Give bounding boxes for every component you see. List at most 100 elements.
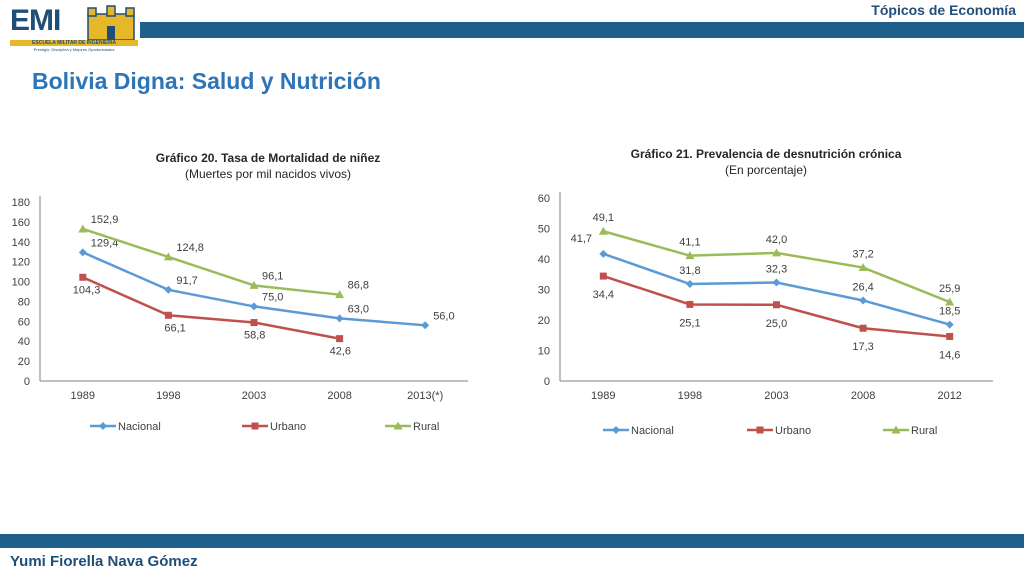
chart2-subtitle: (En porcentaje)	[725, 163, 807, 177]
chart2-point-urbano	[599, 272, 607, 280]
chart2-data-label: 25,1	[679, 317, 700, 329]
chart1-point-urbano	[79, 273, 87, 281]
chart1-y-tick-label: 120	[12, 257, 30, 269]
chart2-y-tick-label: 30	[538, 285, 550, 297]
chart1-data-label: 104,3	[73, 284, 101, 296]
chart1-y-tick-label: 20	[18, 356, 30, 368]
author-name: Yumi Fiorella Nava Gómez	[10, 553, 198, 570]
chart2-data-label: 26,4	[852, 281, 873, 293]
chart1-y-tick-label: 60	[18, 316, 30, 328]
chart2-data-label: 17,3	[852, 341, 873, 353]
slide-title: Bolivia Digna: Salud y Nutrición	[32, 68, 381, 94]
chart2-legend-label: Rural	[911, 425, 937, 437]
chart1-y-tick-label: 180	[12, 197, 30, 209]
chart1-x-tick-label: 2008	[327, 390, 351, 402]
chart2-legend-marker	[891, 425, 901, 434]
chart1-point-nacional	[421, 321, 430, 330]
chart1-data-label: 75,0	[262, 291, 283, 303]
chart2-legend-marker	[612, 426, 620, 434]
chart2-point-urbano	[859, 324, 867, 332]
chart1-title: Gráfico 20. Tasa de Mortalidad de niñez	[156, 151, 381, 165]
chart2-point-nacional	[772, 278, 781, 287]
chart2-data-label: 14,6	[939, 349, 960, 361]
chart2-data-label: 41,1	[679, 237, 700, 249]
chart1-legend-marker	[251, 422, 259, 430]
chart2-point-nacional	[599, 249, 608, 258]
chart2-point-rural	[772, 248, 781, 257]
footer-bar	[0, 534, 1024, 548]
chart2-point-urbano	[946, 332, 954, 340]
chart2-y-tick-label: 40	[538, 254, 550, 266]
chart2-y-tick-label: 50	[538, 224, 550, 236]
chart1-legend-label: Urbano	[270, 421, 306, 433]
chart2-legend-label: Urbano	[775, 425, 811, 437]
chart1-y-tick-label: 0	[24, 376, 30, 388]
chart1-point-nacional	[250, 302, 258, 311]
chart2-point-urbano	[686, 300, 694, 308]
chart1-data-label: 124,8	[176, 242, 204, 254]
chart1-x-tick-label: 2003	[242, 390, 266, 402]
chart1-point-rural	[78, 224, 88, 233]
logo-text: EMI	[10, 4, 61, 37]
chart1-data-label: 42,6	[330, 346, 351, 358]
chart1-data-label: 152,9	[91, 214, 119, 226]
chart1-data-label: 58,8	[244, 330, 265, 342]
chart1-point-nacional	[335, 314, 344, 323]
chart2-x-tick-label: 1998	[678, 390, 702, 402]
castle-icon	[87, 5, 135, 40]
chart1-point-rural	[335, 290, 345, 299]
chart2-x-tick-label: 2008	[851, 390, 875, 402]
chart1-series-line-urbano	[82, 276, 340, 340]
chart2-data-label: 18,5	[939, 306, 960, 318]
logo-school-name: ESCUELA MILITAR DE INGENIERIA	[10, 40, 138, 46]
chart1-y-tick-label: 160	[12, 217, 30, 229]
emi-logo: EMI ESCUELA MILITAR DE INGENIERIA Presti…	[10, 4, 138, 52]
chart2-point-nacional	[685, 280, 694, 289]
chart2-legend-label: Nacional	[631, 425, 674, 437]
header-bar	[140, 22, 1024, 38]
chart1-point-urbano	[250, 319, 258, 327]
chart2-point-rural	[598, 226, 608, 235]
chart2-data-label: 42,0	[766, 234, 787, 246]
chart1-x-tick-label: 1998	[156, 390, 180, 402]
chart2-point-rural	[945, 297, 955, 306]
chart2-data-label: 41,7	[571, 233, 592, 245]
chart1-data-label: 129,4	[91, 237, 119, 249]
chart2-y-tick-label: 20	[538, 315, 550, 327]
chart2-y-tick-label: 0	[544, 376, 550, 388]
chart2-point-urbano	[773, 301, 780, 309]
chart1-x-tick-label: 2013(*)	[407, 390, 443, 402]
chart1-legend-label: Nacional	[118, 421, 161, 433]
chart1-point-rural	[163, 252, 173, 261]
chart1-y-tick-label: 100	[12, 277, 30, 289]
chart2-x-tick-label: 2003	[764, 390, 788, 402]
chart2-y-tick-label: 60	[538, 193, 550, 205]
chart1-point-rural	[249, 280, 259, 289]
section-label: Tópicos de Economía	[871, 2, 1016, 18]
chart1-legend-marker	[99, 422, 107, 430]
chart1-y-tick-label: 80	[18, 296, 30, 308]
chart2-point-nacional	[945, 320, 954, 329]
chart1-point-urbano	[336, 335, 344, 343]
chart1-point-nacional	[164, 285, 173, 294]
chart2-point-rural	[858, 263, 868, 272]
logo-motto: Prestigio, Disciplina y Mejores Oportuni…	[33, 47, 115, 52]
chart1-point-urbano	[164, 311, 172, 319]
chart2-point-rural	[685, 251, 695, 260]
chart1-data-label: 66,1	[164, 322, 185, 334]
chart1-point-nacional	[78, 248, 87, 257]
chart2-data-label: 25,9	[939, 283, 960, 295]
chart1-data-label: 63,0	[348, 303, 369, 315]
chart2-data-label: 25,0	[766, 318, 787, 330]
chart1-data-label: 56,0	[433, 310, 454, 322]
chart2-point-nacional	[859, 296, 868, 305]
chart1-subtitle: (Muertes por mil nacidos vivos)	[185, 167, 351, 181]
chart2-x-tick-label: 2012	[937, 390, 961, 402]
chart2-data-label: 49,1	[593, 212, 614, 224]
chart2-y-tick-label: 10	[538, 346, 550, 358]
chart2-data-label: 37,2	[852, 249, 873, 261]
chart2-legend-marker	[756, 426, 764, 434]
chart2-data-label: 31,8	[679, 265, 700, 277]
chart1-data-label: 91,7	[176, 275, 197, 287]
